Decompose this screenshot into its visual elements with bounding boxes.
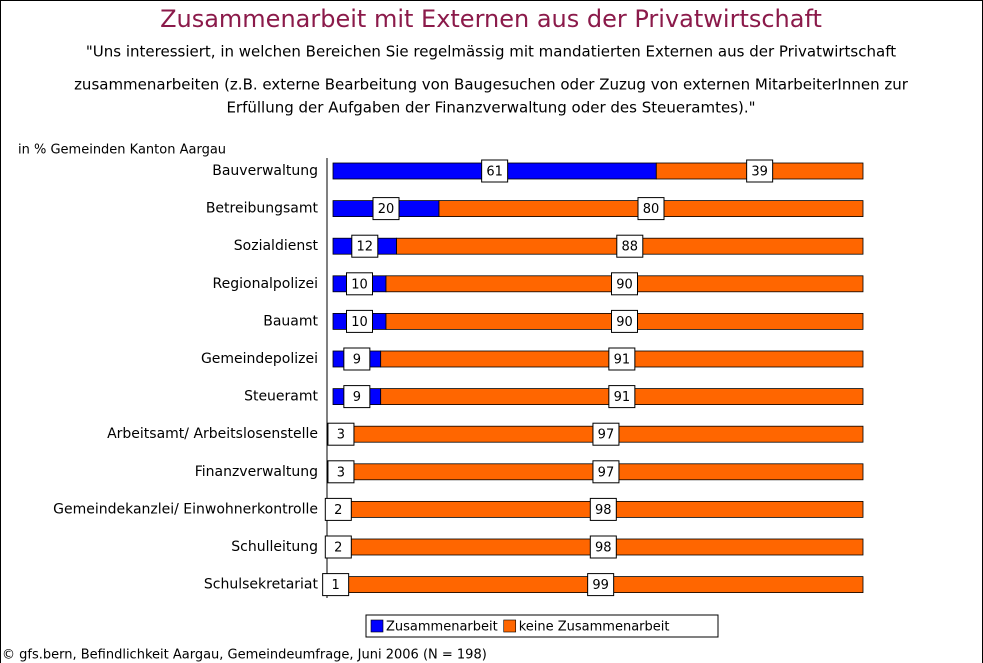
axis-label: in % Gemeinden Kanton Aargau — [18, 143, 226, 158]
category-label: Sozialdienst — [234, 238, 319, 254]
value-label-box — [611, 309, 638, 333]
value-label: 2 — [334, 541, 342, 556]
value-label-box — [346, 309, 373, 333]
category-label: Schulsekretariat — [204, 577, 319, 593]
value-label-box — [611, 272, 638, 296]
value-label: 97 — [598, 465, 615, 480]
value-label: 97 — [598, 428, 615, 443]
value-label-box — [343, 385, 371, 409]
value-label-box — [372, 197, 400, 221]
value-label-box — [637, 197, 665, 221]
legend-label: Zusammenarbeit — [386, 620, 498, 635]
value-label-box — [343, 347, 371, 371]
value-label-box — [592, 460, 620, 484]
category-label: Gemeindekanzlei/ Einwohnerkontrolle — [53, 501, 318, 517]
value-label: 9 — [353, 353, 361, 368]
value-label: 20 — [378, 202, 395, 217]
value-label: 98 — [595, 503, 612, 518]
category-label: Finanzverwaltung — [195, 464, 318, 480]
value-label-box — [327, 422, 355, 446]
value-label-box — [324, 497, 352, 521]
value-label-box — [587, 573, 615, 597]
value-label: 98 — [595, 541, 612, 556]
value-label: 99 — [592, 578, 609, 593]
category-label: Steueramt — [244, 389, 318, 405]
category-label: Bauamt — [263, 313, 318, 329]
value-label-box — [608, 347, 636, 371]
value-label-box — [351, 234, 379, 258]
legend-swatch — [503, 619, 517, 633]
category-label: Betreibungsamt — [206, 201, 319, 217]
value-label: 90 — [616, 315, 633, 330]
value-label: 88 — [622, 240, 639, 255]
value-label: 91 — [614, 390, 631, 405]
category-label: Gemeindepolizei — [201, 351, 318, 367]
subtitle: "Uns interessiert, in welchen Bereichen … — [86, 43, 896, 61]
value-label-box — [608, 385, 636, 409]
value-label-box — [327, 460, 355, 484]
chart-title: Zusammenarbeit mit Externen aus der Priv… — [160, 5, 822, 33]
value-label: 10 — [351, 315, 368, 330]
value-label-box — [589, 497, 617, 521]
category-label: Regionalpolizei — [213, 276, 318, 292]
value-label-box — [346, 272, 373, 296]
legend-box — [365, 614, 719, 638]
legend-swatch — [370, 619, 384, 633]
value-label: 2 — [334, 503, 342, 518]
value-label: 10 — [351, 277, 368, 292]
value-label: 91 — [614, 353, 631, 368]
value-label: 61 — [486, 165, 503, 180]
subtitle: zusammenarbeiten (z.B. externe Bearbeitu… — [74, 76, 909, 94]
category-label: Schulleitung — [231, 539, 318, 555]
category-label: Arbeitsamt/ Arbeitslosenstelle — [107, 426, 318, 442]
value-label: 90 — [616, 277, 633, 292]
value-label-box — [322, 573, 350, 597]
value-label-box — [481, 159, 509, 183]
value-label: 3 — [337, 428, 345, 443]
value-label: 80 — [643, 202, 660, 217]
value-label: 9 — [353, 390, 361, 405]
value-label-box — [746, 159, 774, 183]
value-label: 12 — [357, 240, 374, 255]
subtitle: Erfüllung der Aufgaben der Finanzverwalt… — [226, 99, 755, 117]
value-label: 1 — [332, 578, 340, 593]
value-label: 3 — [337, 465, 345, 480]
legend-label: keine Zusammenarbeit — [519, 620, 670, 635]
value-label-box — [592, 422, 620, 446]
value-label-box — [616, 234, 644, 258]
footer: © gfs.bern, Befindlichkeit Aargau, Gemei… — [2, 648, 487, 663]
category-label: Bauverwaltung — [212, 163, 318, 179]
value-label-box — [324, 535, 352, 559]
value-label: 39 — [751, 165, 768, 180]
value-label-box — [589, 535, 617, 559]
